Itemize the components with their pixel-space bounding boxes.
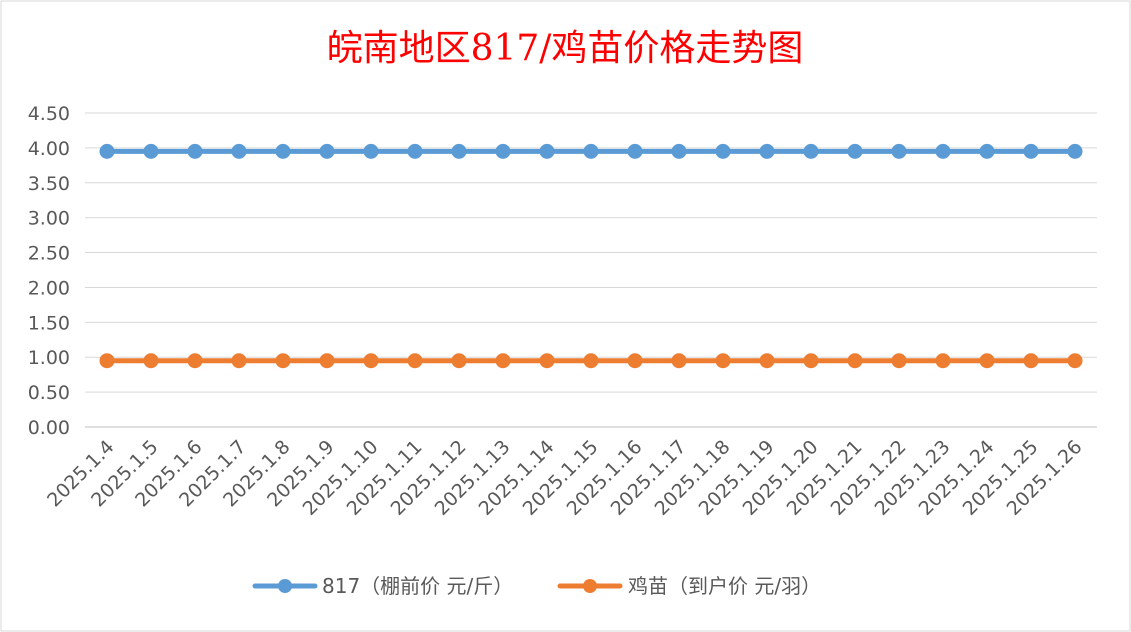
data-point <box>187 353 203 369</box>
data-point <box>363 143 379 159</box>
legend-label: 817（棚前价 元/斤） <box>322 574 513 598</box>
data-point <box>979 143 995 159</box>
data-point <box>671 143 687 159</box>
y-tick-label: 3.00 <box>28 208 70 230</box>
data-point <box>1023 143 1039 159</box>
data-point <box>363 353 379 369</box>
data-point <box>935 353 951 369</box>
data-point <box>495 353 511 369</box>
data-point <box>847 353 863 369</box>
chart-title: 皖南地区817/鸡苗价格走势图 <box>327 28 804 69</box>
data-point <box>1067 353 1083 369</box>
y-tick-label: 4.00 <box>28 138 70 160</box>
data-point <box>407 143 423 159</box>
data-point <box>715 353 731 369</box>
y-tick-label: 4.50 <box>28 103 70 125</box>
y-tick-label: 3.50 <box>28 173 70 195</box>
data-point <box>187 143 203 159</box>
data-point <box>847 143 863 159</box>
data-point <box>539 353 555 369</box>
legend-item: 鸡苗（到户价 元/羽） <box>557 574 821 598</box>
data-point <box>143 353 159 369</box>
legend-marker <box>278 579 292 593</box>
series-group <box>99 143 1083 369</box>
data-point <box>891 353 907 369</box>
y-tick-label: 0.50 <box>28 382 70 404</box>
data-point <box>451 143 467 159</box>
data-point <box>1023 353 1039 369</box>
data-point <box>935 143 951 159</box>
data-point <box>1067 143 1083 159</box>
data-point <box>451 353 467 369</box>
legend-label: 鸡苗（到户价 元/羽） <box>628 574 821 598</box>
data-point <box>99 353 115 369</box>
data-point <box>495 143 511 159</box>
data-point <box>803 143 819 159</box>
series-1 <box>99 143 1083 159</box>
data-point <box>231 143 247 159</box>
legend-marker <box>583 579 597 593</box>
data-point <box>583 353 599 369</box>
data-point <box>275 143 291 159</box>
data-point <box>715 143 731 159</box>
data-point <box>583 143 599 159</box>
legend: 817（棚前价 元/斤） 鸡苗（到户价 元/羽） <box>252 574 821 598</box>
y-tick-label: 2.00 <box>28 277 70 299</box>
legend-item: 817（棚前价 元/斤） <box>252 574 513 598</box>
data-point <box>231 353 247 369</box>
data-point <box>891 143 907 159</box>
y-axis-tick-labels: 0.00 0.50 1.00 1.50 2.00 2.50 3.00 3.50 4.00 4.50 <box>28 103 70 439</box>
data-point <box>275 353 291 369</box>
data-point <box>319 143 335 159</box>
data-point <box>143 143 159 159</box>
data-point <box>99 143 115 159</box>
data-point <box>803 353 819 369</box>
y-tick-label: 0.00 <box>28 417 70 439</box>
series-2 <box>99 353 1083 369</box>
data-point <box>407 353 423 369</box>
data-point <box>759 143 775 159</box>
y-tick-label: 2.50 <box>28 243 70 265</box>
data-point <box>627 143 643 159</box>
data-point <box>539 143 555 159</box>
data-point <box>759 353 775 369</box>
data-point <box>627 353 643 369</box>
y-tick-label: 1.50 <box>28 312 70 334</box>
data-point <box>319 353 335 369</box>
data-point <box>671 353 687 369</box>
y-tick-label: 1.00 <box>28 347 70 369</box>
data-point <box>979 353 995 369</box>
